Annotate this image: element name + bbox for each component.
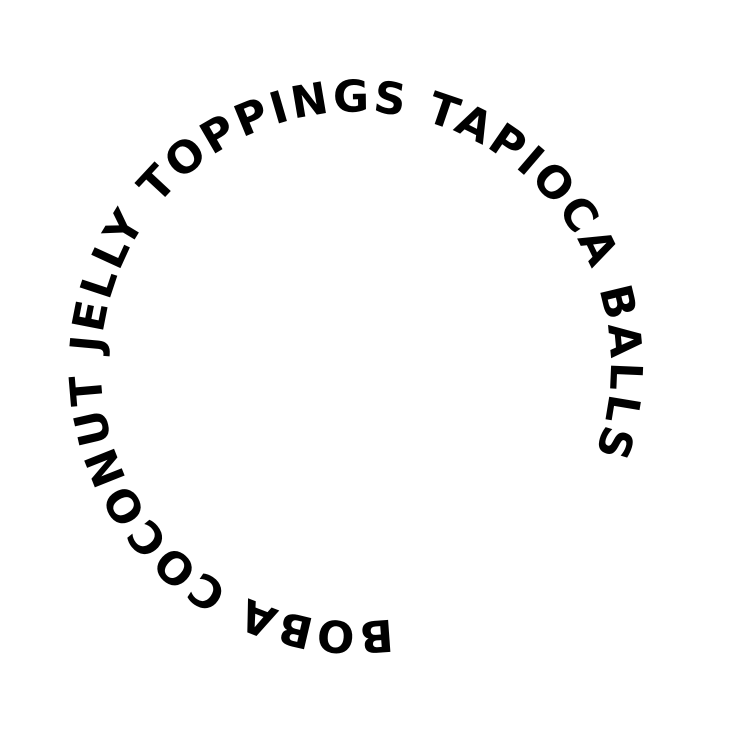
circular-text-path: BOBA COCONUT JELLY TOPPINGS TAPIOCA BALL… [60, 71, 648, 662]
circular-text: BOBA COCONUT JELLY TOPPINGS TAPIOCA BALL… [60, 71, 651, 662]
